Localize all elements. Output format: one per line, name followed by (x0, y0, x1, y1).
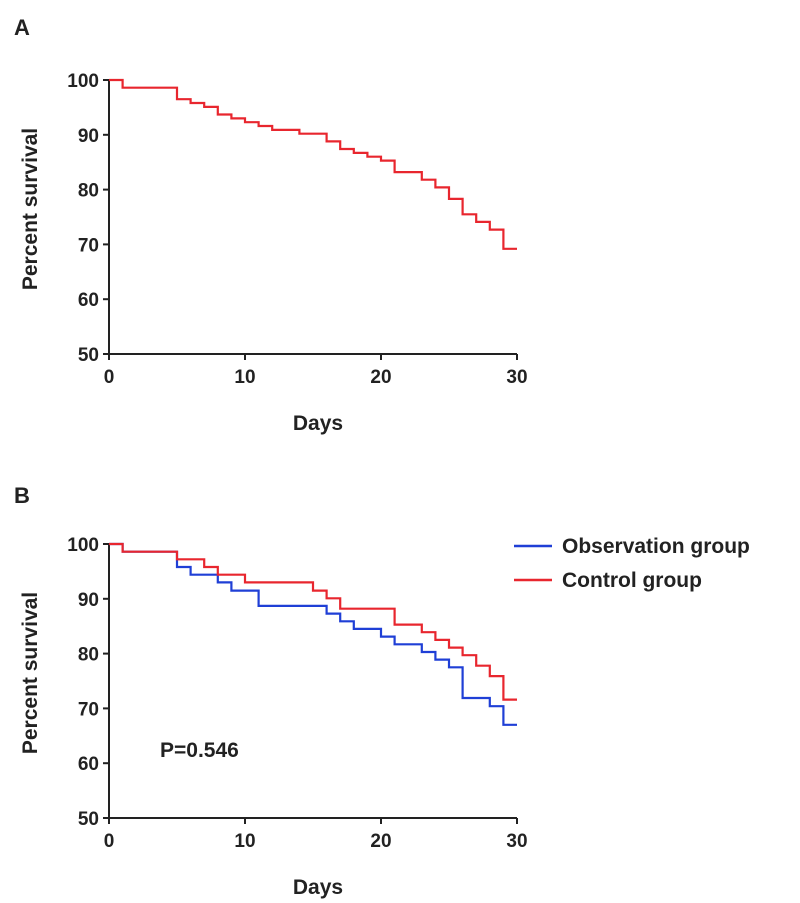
panel-a-y-tick-label: 100 (67, 71, 99, 92)
panel-a-series-survival (109, 78, 517, 250)
panel-a-x-tick-label: 20 (370, 367, 391, 388)
panel-a-x-axis-label: Days (293, 412, 343, 435)
panel-a-x-tick-label: 30 (506, 367, 527, 388)
panel-b-y-tick-label: 80 (78, 645, 99, 666)
panel-b-y-tick-label: 90 (78, 590, 99, 611)
p-value-annotation: P=0.546 (160, 739, 239, 762)
panel-a-y-tick-label: 50 (78, 345, 99, 366)
panel-a-y-axis-label: Percent survival (19, 128, 42, 290)
panel-b-plot: 50 60 70 80 90 100 0 10 20 30 Days Percent survival (19, 535, 528, 899)
panel-b-x-axis-label: Days (293, 876, 343, 899)
panel-b-x-tick-label: 10 (234, 831, 255, 852)
panel-b-x-tick-label: 0 (104, 831, 115, 852)
panel-a-plot: 50 60 70 80 90 100 0 10 20 30 Days Percent survival (19, 71, 528, 435)
legend-label-control-group: Control group (562, 569, 702, 592)
panel-a-y-tick-label: 70 (78, 235, 99, 256)
legend: Observation group Control group (514, 535, 750, 592)
legend-label-observation-group: Observation group (562, 535, 750, 558)
panel-b-y-tick-label: 70 (78, 699, 99, 720)
panel-b-y-tick-label: 100 (67, 535, 99, 556)
panel-b-x-tick-label: 30 (506, 831, 527, 852)
panel-b-x-tick-label: 20 (370, 831, 391, 852)
panel-b-y-tick-label: 60 (78, 754, 99, 775)
panel-a-y-tick-label: 60 (78, 290, 99, 311)
panel-a-y-tick-label: 80 (78, 181, 99, 202)
panel-a-x-tick-label: 10 (234, 367, 255, 388)
panel-a-letter: A (14, 15, 30, 40)
panel-b-letter: B (14, 483, 30, 508)
panel-b-y-tick-label: 50 (78, 809, 99, 830)
panel-b-series-control-group (109, 542, 517, 701)
panel-b-y-axis-label: Percent survival (19, 592, 42, 754)
panel-a-x-tick-label: 0 (104, 367, 115, 388)
panel-b-series-observation-group (109, 542, 517, 726)
panel-a-y-tick-label: 90 (78, 126, 99, 147)
